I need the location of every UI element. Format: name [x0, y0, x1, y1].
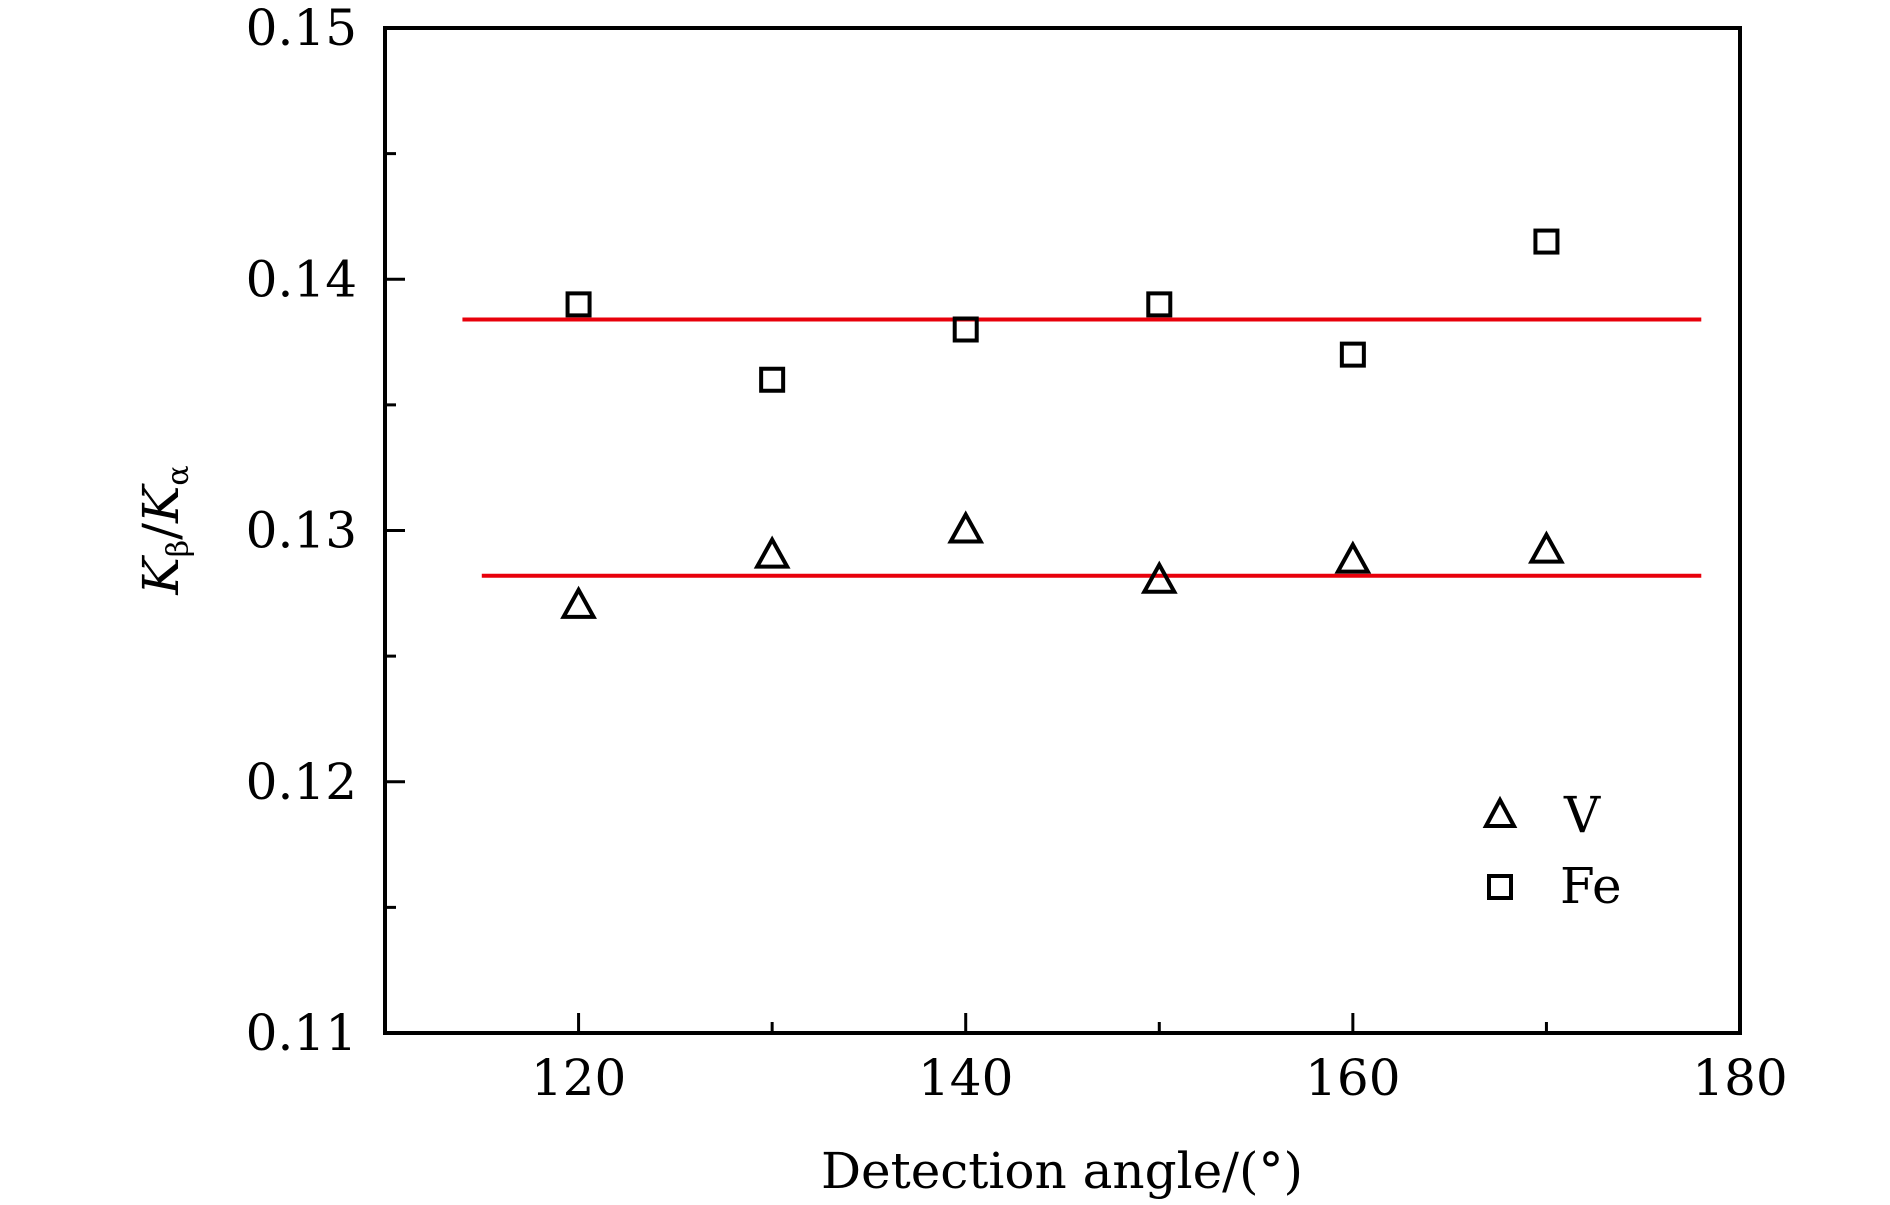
data-point-fe — [759, 366, 786, 393]
plot-frame — [383, 26, 1742, 1035]
y-axis-title-sub2: α — [161, 465, 196, 485]
data-points — [560, 228, 1565, 619]
data-point-v — [560, 585, 597, 619]
data-point-v — [947, 510, 985, 544]
data-point-fe — [952, 316, 979, 343]
legend-label-v: V — [1563, 786, 1601, 844]
data-point-v — [753, 535, 791, 569]
legend-label-fe: Fe — [1560, 857, 1622, 915]
y-tick-label: 0.12 — [246, 753, 357, 811]
data-point-v — [1528, 530, 1565, 564]
x-axis-title: Detection angle/(°) — [821, 1142, 1303, 1200]
y-axis-title: Kβ/Kα — [132, 465, 196, 595]
tick-labels: 120 140 160 180 0.11 0.12 0.13 0.14 0.15 — [246, 0, 1788, 1107]
y-axis-title-slash: / — [132, 523, 190, 540]
y-axis-title-main-2: K — [132, 483, 190, 524]
x-tick-label: 180 — [1692, 1049, 1787, 1107]
data-point-fe — [565, 291, 592, 318]
legend-marker-fe — [1487, 874, 1513, 900]
data-point-fe — [1339, 341, 1366, 368]
x-tick-label: 140 — [918, 1049, 1013, 1107]
data-point-fe — [1533, 228, 1560, 255]
data-point-v — [1140, 560, 1178, 594]
y-tick-label: 0.11 — [246, 1004, 357, 1062]
legend-marker-v — [1482, 795, 1518, 828]
y-axis-title-main: K — [132, 555, 190, 596]
ticks — [385, 26, 1742, 1035]
x-tick-label: 160 — [1305, 1049, 1400, 1107]
data-point-fe — [1146, 291, 1173, 318]
x-tick-label: 120 — [531, 1049, 626, 1107]
y-axis-title-sub1: β — [161, 540, 196, 557]
y-tick-label: 0.14 — [246, 250, 357, 308]
data-point-v — [1334, 540, 1372, 574]
reference-lines — [462, 317, 1702, 578]
y-tick-label: 0.13 — [246, 502, 357, 560]
y-tick-label: 0.15 — [246, 0, 357, 57]
legend: V Fe — [1482, 786, 1622, 915]
